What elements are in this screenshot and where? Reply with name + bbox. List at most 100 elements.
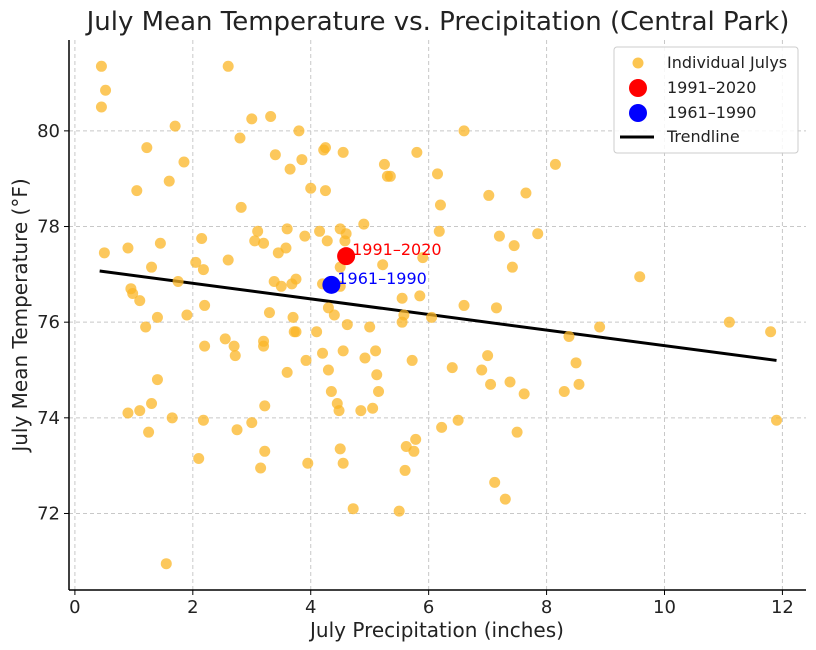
data-point [197,414,209,426]
data-point [196,232,208,244]
data-point [532,228,544,240]
point-1961-1990 [322,275,341,294]
data-point [140,321,152,333]
data-point [370,345,382,357]
data-point [406,354,418,366]
data-point [234,132,246,144]
y-tick-label: 78 [37,217,60,238]
data-point [299,230,311,242]
data-point [432,168,443,180]
data-point [287,311,299,323]
x-tick-label: 4 [305,597,316,618]
data-point [723,316,735,328]
data-point [246,113,258,125]
data-point [166,412,178,424]
data-point [302,457,314,469]
data-point [520,187,532,199]
annotation-1961-1990: 1961–1990 [337,269,426,288]
legend-label-past: 1961–1990 [667,103,756,122]
data-point [340,228,352,240]
data-point [355,405,367,417]
data-point [143,426,155,438]
data-point [311,326,323,338]
data-point [95,101,107,113]
data-point [122,407,134,419]
data-point [476,364,488,376]
data-point [378,158,390,170]
data-point [98,247,110,259]
trendline [99,269,777,362]
data-point [417,252,429,264]
data-point [317,347,329,359]
data-point [222,254,234,266]
data-point [367,402,379,414]
data-point [181,309,193,321]
x-axis-label: July Precipitation (inches) [308,618,564,642]
data-point [341,319,353,331]
x-tick-label: 10 [653,597,676,618]
data-point [446,362,458,374]
data-point [122,242,134,254]
y-tick-label: 72 [37,503,60,524]
data-point [765,326,777,338]
data-point [263,307,275,319]
data-point [178,156,190,168]
data-point [296,154,308,166]
data-point [222,60,234,72]
data-point [377,259,389,271]
data-point [482,350,494,362]
data-point [337,457,349,469]
data-point [333,405,345,417]
data-point [373,386,385,398]
data-point [408,445,420,457]
data-point [314,225,326,237]
data-point [127,287,139,299]
data-point [322,364,334,376]
data-point [337,146,349,158]
data-point [334,443,346,455]
data-point [95,60,107,72]
data-point [146,261,158,273]
data-point [328,309,340,321]
data-point [290,326,302,338]
data-point [434,199,446,211]
data-point [269,149,281,161]
data-point [290,273,302,285]
data-point [219,333,231,345]
data-point [252,225,264,237]
x-tick-label: 12 [771,597,794,618]
data-point [281,223,293,235]
data-point [396,292,408,304]
data-point [319,185,331,197]
data-point [134,405,146,417]
data-point [229,350,241,362]
data-point [563,331,575,343]
annotation-1991-2020: 1991–2020 [352,240,441,259]
data-point [193,452,205,464]
data-point [393,505,405,517]
legend-marker-past [629,104,647,122]
x-tick-label: 2 [187,597,198,618]
data-point [433,225,445,237]
data-point [411,146,423,158]
data-point [190,256,202,268]
data-point [151,374,163,386]
legend-label-trendline: Trendline [666,127,740,146]
data-point [558,386,570,398]
y-tick-label: 80 [37,121,60,142]
x-tick-label: 6 [423,597,434,618]
data-point [163,175,175,187]
data-point [398,309,410,321]
data-point [293,125,305,137]
data-point [358,218,370,230]
chart-title: July Mean Temperature vs. Precipitation … [85,7,790,37]
data-point [364,321,376,333]
data-point [259,445,271,457]
legend-label-recent: 1991–2020 [667,78,756,97]
points-layer [95,60,783,570]
data-point [489,476,501,488]
data-point [371,369,383,381]
data-point [154,237,166,249]
data-point [436,421,448,433]
